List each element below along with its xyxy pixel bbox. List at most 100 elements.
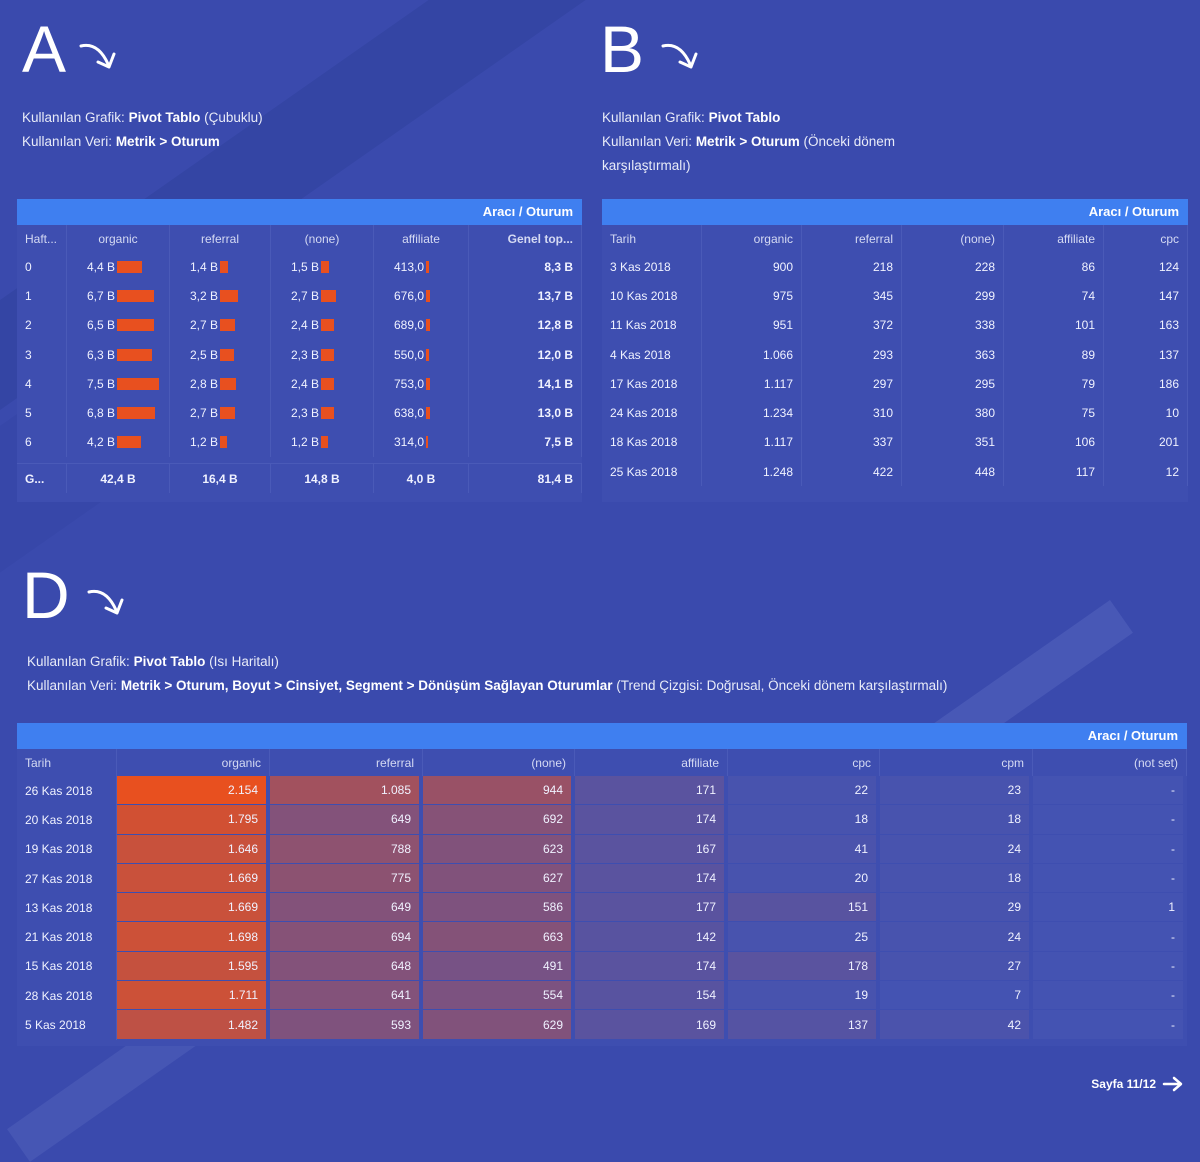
value-cell: 1.066: [702, 339, 802, 370]
heat-value: 775: [390, 871, 411, 886]
table-row: 10 Kas 2018 975 345 299 74 147: [602, 281, 1188, 311]
table-header-row: Tarih organic referral (none) affiliate cpc: [602, 225, 1188, 252]
table-row: 2 6,5 B 2,7 B 2,4 B 689,0 12,8 B: [17, 310, 582, 340]
value-cell: 137: [1104, 339, 1188, 370]
referral-value: 2,7 B: [190, 406, 219, 421]
date-label: 15 Kas 2018: [25, 959, 93, 974]
heat-cell: 491: [423, 951, 575, 982]
heat-cell: -: [1033, 776, 1187, 806]
none-bar: [321, 319, 335, 332]
affiliate-bar: [426, 260, 429, 273]
heat-value: 7: [1014, 988, 1021, 1003]
value-cell: 75: [1004, 398, 1104, 428]
none-cell: 1,5 B: [271, 252, 374, 282]
column-header: (not set): [1033, 749, 1187, 776]
footer-organic: 42,4 B: [100, 471, 136, 486]
referral-value: 2,8 B: [190, 376, 219, 391]
table-row: 21 Kas 2018 1.698 694 663 142 25 24 -: [17, 922, 1187, 952]
column-header: cpc: [1104, 225, 1188, 252]
value: 422: [872, 464, 893, 479]
value-cell: 351: [902, 427, 1004, 458]
heat-value: 167: [695, 841, 716, 856]
affiliate-bar: [426, 407, 430, 420]
section-d-description: Kullanılan Grafik: Pivot Tablo (Isı Hari…: [27, 654, 948, 693]
value: 1.234: [762, 406, 793, 421]
organic-cell: 6,5 B: [67, 310, 170, 340]
heat-value: 177: [695, 900, 716, 915]
heat-value: 24: [1007, 841, 1021, 856]
none-cell: 2,4 B: [271, 369, 374, 399]
heat-cell: 648: [270, 951, 423, 982]
table-row: 3 Kas 2018 900 218 228 86 124: [602, 252, 1188, 282]
value: 218: [872, 259, 893, 274]
organic-value: 6,7 B: [87, 288, 116, 303]
heat-cell: -: [1033, 981, 1187, 1011]
table-row: 20 Kas 2018 1.795 649 692 174 18 18 -: [17, 805, 1187, 835]
column-header-label: affiliate: [402, 231, 440, 246]
value: 448: [974, 464, 995, 479]
heat-cell: 7: [880, 981, 1033, 1011]
value: 299: [974, 288, 995, 303]
heat-cell: 694: [270, 922, 423, 952]
total-value: 13,0 B: [537, 406, 573, 421]
table-row: 18 Kas 2018 1.117 337 351 106 201: [602, 427, 1188, 458]
table-row: 0 4,4 B 1,4 B 1,5 B 413,0 8,3 B: [17, 252, 582, 282]
affiliate-cell: 676,0: [374, 281, 469, 311]
affiliate-value: 413,0: [394, 259, 425, 274]
footer-label: G...: [25, 471, 45, 486]
value-cell: 74: [1004, 281, 1104, 311]
heat-cell: 171: [575, 776, 728, 806]
value: 163: [1158, 318, 1179, 333]
none-cell: 2,3 B: [271, 339, 374, 370]
value-cell: 218: [802, 252, 902, 282]
heat-cell: 623: [423, 834, 575, 864]
heat-value: 1.795: [227, 812, 258, 827]
value: 310: [872, 406, 893, 421]
section-letter-a: A: [22, 12, 67, 86]
date-cell: 11 Kas 2018: [602, 310, 702, 340]
organic-bar: [117, 289, 155, 302]
column-header: (none): [902, 225, 1004, 252]
organic-bar: [117, 436, 141, 449]
none-bar: [321, 260, 330, 273]
heat-cell: -: [1033, 1010, 1187, 1040]
column-header: organic: [117, 749, 270, 776]
page-indicator[interactable]: Sayfa 11/12: [1091, 1076, 1184, 1092]
value: 201: [1158, 435, 1179, 450]
organic-bar: [117, 407, 156, 420]
arrow-right-icon[interactable]: [1162, 1076, 1184, 1092]
heat-value: 2.154: [227, 783, 258, 798]
total-value: 8,3 B: [544, 259, 573, 274]
page-label: Sayfa 11/12: [1091, 1077, 1156, 1091]
referral-bar: [220, 348, 234, 361]
heat-cell: 629: [423, 1010, 575, 1040]
date-label: 19 Kas 2018: [25, 842, 93, 857]
date-label: 13 Kas 2018: [25, 900, 93, 915]
value: 89: [1081, 347, 1095, 362]
heat-cell: 554: [423, 981, 575, 1011]
heat-value: 491: [542, 958, 563, 973]
date-label: 5 Kas 2018: [25, 1018, 86, 1033]
heat-cell: 27: [880, 951, 1033, 982]
heat-cell: 1.669: [117, 863, 270, 894]
week-label: 2: [25, 318, 32, 333]
value-cell: 1.234: [702, 398, 802, 428]
value: 295: [974, 376, 995, 391]
value-cell: 363: [902, 339, 1004, 370]
table-header-row: Tarih organic referral (none) affiliate cpc cp…: [17, 749, 1187, 776]
heat-value: 648: [390, 958, 411, 973]
date-cell: 27 Kas 2018: [17, 863, 117, 894]
heat-cell: 174: [575, 951, 728, 982]
column-header: cpm: [880, 749, 1033, 776]
affiliate-value: 314,0: [394, 435, 425, 450]
column-header-label: organic: [753, 231, 793, 246]
value-cell: 372: [802, 310, 902, 340]
value-cell: 86: [1004, 252, 1104, 282]
week-label: 3: [25, 347, 32, 362]
table-row: 28 Kas 2018 1.711 641 554 154 19 7 -: [17, 981, 1187, 1011]
column-header-label: cpc: [1160, 231, 1179, 246]
affiliate-cell: 413,0: [374, 252, 469, 282]
total-value: 14,1 B: [537, 376, 573, 391]
heat-cell: -: [1033, 805, 1187, 835]
value-cell: 117: [1004, 457, 1104, 487]
